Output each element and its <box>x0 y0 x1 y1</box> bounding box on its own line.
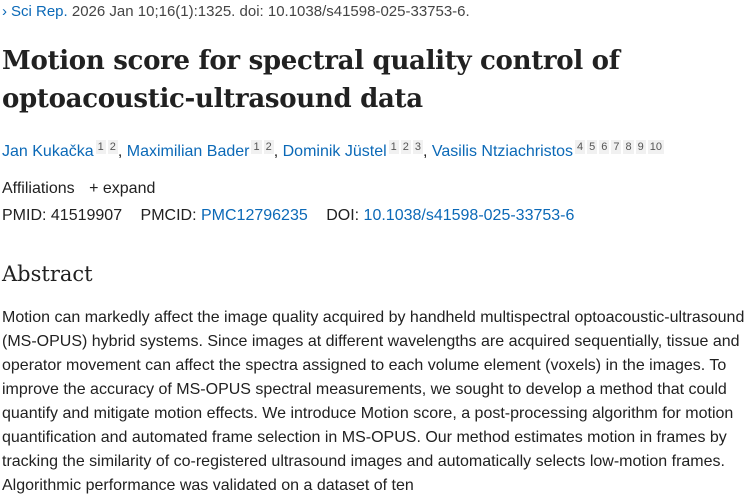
affiliation-ref[interactable]: 8 <box>623 140 634 154</box>
affiliation-ref[interactable]: 2 <box>400 140 411 154</box>
abstract-text: Motion can markedly affect the image qua… <box>2 309 745 494</box>
doi-label: DOI: <box>326 207 360 224</box>
pmcid-label: PMCID: <box>140 207 197 224</box>
affiliation-ref[interactable]: 1 <box>388 140 399 154</box>
affiliation-ref[interactable]: 7 <box>611 140 622 154</box>
citation-details: 2026 Jan 10;16(1):1325. doi: 10.1038/s41… <box>71 3 470 20</box>
abstract-heading: Abstract <box>2 262 93 286</box>
separator: , <box>117 143 127 160</box>
pmid-label: PMID: <box>2 207 47 224</box>
affiliation-ref[interactable]: 10 <box>647 140 664 154</box>
affiliation-ref[interactable]: 6 <box>599 140 610 154</box>
pmcid-link[interactable]: PMC12796235 <box>201 207 308 224</box>
separator: , <box>273 143 283 160</box>
author-list: Jan Kukačka 1 2, Maximilian Bader 1 2, Domin… <box>2 140 664 161</box>
journal-link[interactable]: Sci Rep. <box>11 3 68 20</box>
pmid-value: 41519907 <box>50 207 123 224</box>
separator: , <box>423 143 432 160</box>
affiliation-ref[interactable]: 9 <box>635 140 646 154</box>
author-link[interactable]: Dominik Jüstel <box>282 143 387 160</box>
author-link[interactable]: Jan Kukačka <box>2 143 94 160</box>
article-title: Motion score for spectral quality contro… <box>2 46 620 114</box>
chevron-right-icon[interactable]: › <box>2 3 7 20</box>
doi-link[interactable]: 10.1038/s41598-025-33753-6 <box>363 207 575 224</box>
affiliation-ref[interactable]: 5 <box>587 140 598 154</box>
affiliation-ref[interactable]: 4 <box>574 140 586 154</box>
affiliation-ref[interactable]: 1 <box>95 140 106 154</box>
affiliation-ref[interactable]: 3 <box>412 140 424 154</box>
affiliation-ref[interactable]: 2 <box>263 140 274 154</box>
expand-affiliations-button[interactable]: + expand <box>89 180 156 197</box>
affiliations-label: Affiliations <box>2 180 75 197</box>
author-link[interactable]: Vasilis Ntziachristos <box>431 143 573 160</box>
author-link[interactable]: Maximilian Bader <box>126 143 250 160</box>
affiliation-ref[interactable]: 1 <box>251 140 262 154</box>
citation: › Sci Rep. 2026 Jan 10;16(1):1325. doi: 1… <box>2 3 470 20</box>
affiliations: Affiliations + expand <box>2 180 155 198</box>
identifiers: PMID: 41519907 PMCID: PMC12796235 DOI: 1… <box>2 207 574 225</box>
affiliation-ref[interactable]: 2 <box>107 140 118 154</box>
